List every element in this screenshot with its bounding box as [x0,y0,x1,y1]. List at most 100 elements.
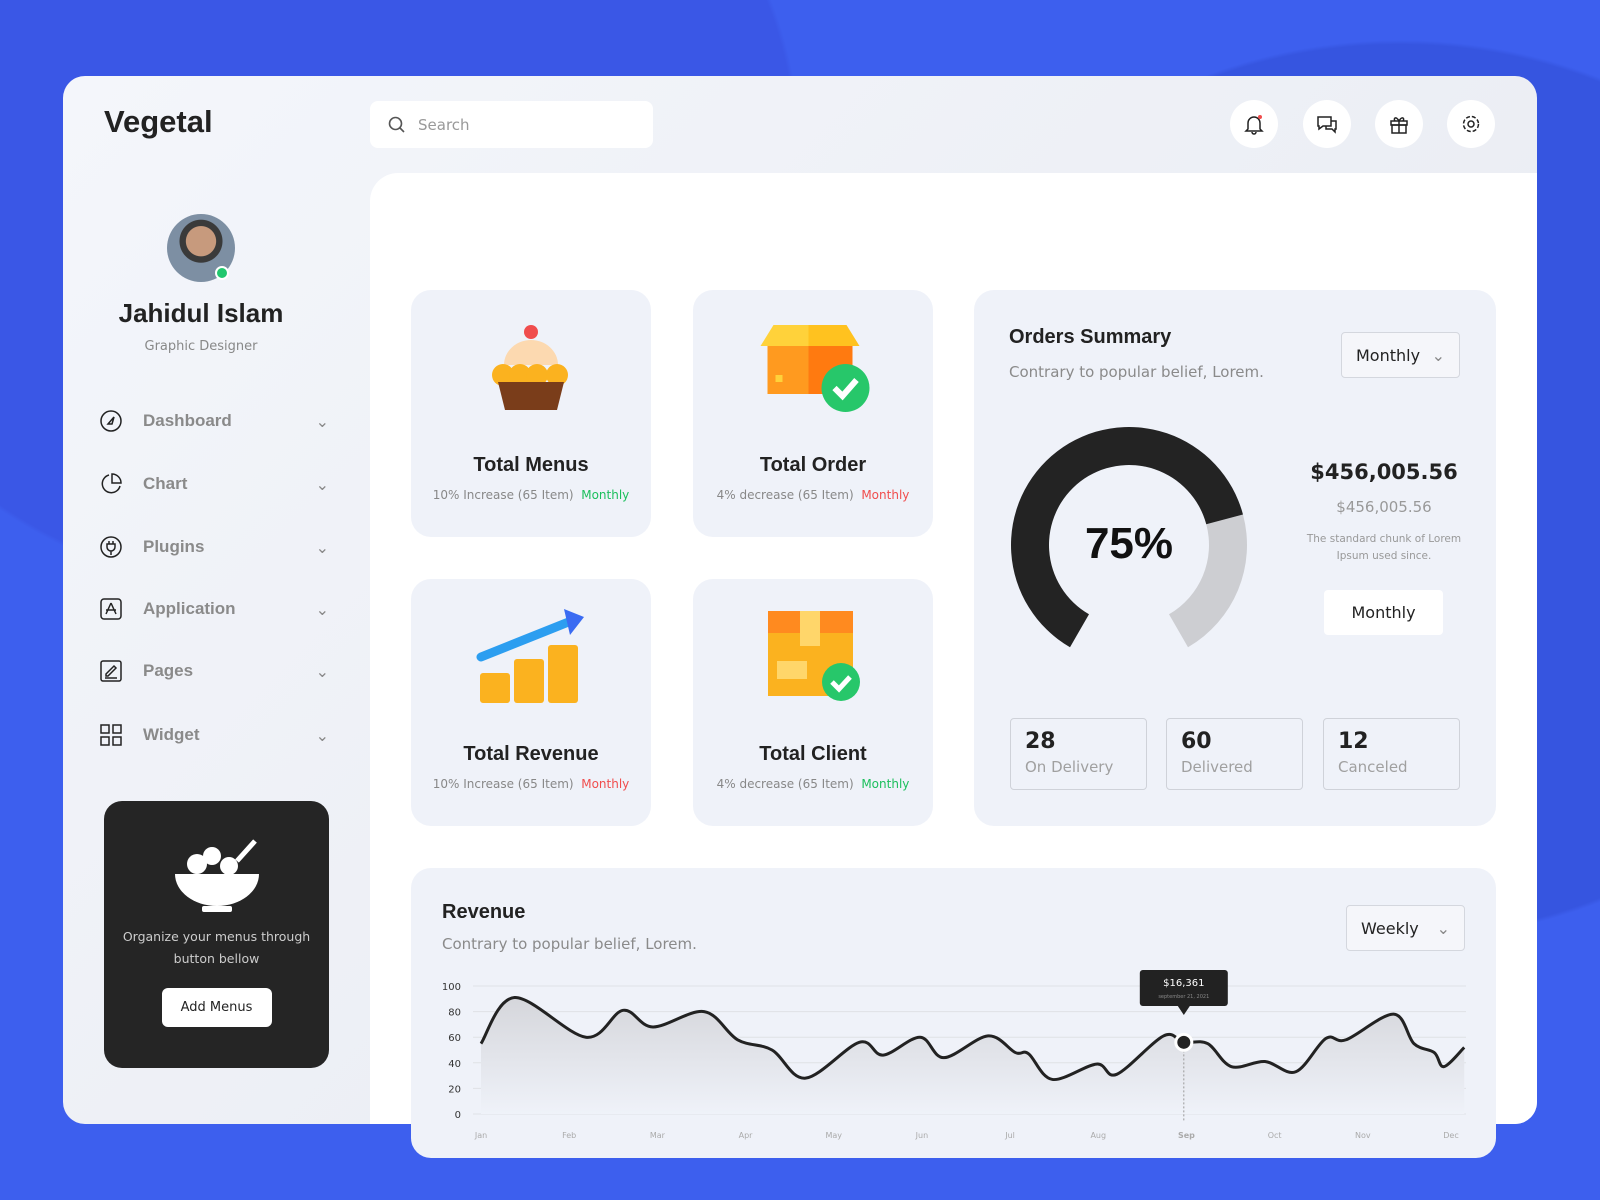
orders-period-select[interactable]: Monthly ⌄ [1341,332,1460,378]
x-tick-label: Jul [1004,1131,1015,1140]
chevron-down-icon: ⌄ [315,474,329,494]
x-tick-label: Dec [1443,1131,1458,1140]
revenue-line [479,996,1466,1081]
revenue-card: Revenue Contrary to popular belief, Lore… [411,868,1496,1158]
revenue-chart: 0 20 40 60 80 100 Jan Feb Mar Apr May Jun Jul Aug Sep O… [442,970,1466,1140]
x-tick-label: Oct [1268,1131,1282,1140]
sidebar-item-application[interactable]: Application ⌄ [99,592,329,626]
x-tick-label: Aug [1090,1131,1106,1140]
revenue-period-select[interactable]: Weekly ⌄ [1346,905,1465,951]
stat-desc: 4% decrease (65 Item) Monthly [716,777,910,791]
x-tick-label: Sep [1178,1131,1195,1140]
x-tick-label: Mar [650,1131,666,1140]
orders-amount-secondary: $456,005.56 [1336,498,1432,516]
orders-gauge: 75% [1011,427,1247,648]
stat-card-total-order[interactable]: Total Order 4% decrease (65 Item) Monthl… [693,290,933,537]
chevron-down-icon: ⌄ [315,599,329,619]
sidebar-item-pages[interactable]: Pages ⌄ [99,654,329,688]
gifts-button[interactable] [1375,100,1423,148]
stat-period: Monthly [861,777,910,791]
sidebar-item-widget[interactable]: Widget ⌄ [99,718,329,752]
pie-chart-icon [101,473,122,494]
online-status-dot [215,266,229,280]
stat-title: Total Order [759,454,867,476]
selected-value: Monthly [1356,345,1421,365]
promo-card: Organize your menus through button bello… [104,801,329,1068]
orders-amount: $456,005.56 [1310,460,1458,484]
y-tick-label: 80 [448,1008,461,1019]
package-check-icon [760,325,870,412]
app-icon [100,598,122,620]
client-box-icon [768,611,860,701]
user-name: Jahidul Islam [118,298,284,328]
add-menus-button[interactable]: Add Menus [161,988,272,1027]
y-tick-label: 100 [442,982,461,993]
stat-card-total-revenue[interactable]: Total Revenue 10% Increase (65 Item) Mon… [411,579,651,826]
chevron-down-icon: ⌄ [1436,918,1450,938]
y-tick-label: 40 [448,1059,461,1070]
sidebar-item-label: Plugins [143,537,205,556]
sidebar-item-chart[interactable]: Chart ⌄ [99,467,329,501]
gauge-progress-arc [1011,427,1243,648]
orders-monthly-button[interactable]: Monthly [1324,590,1443,635]
chevron-down-icon: ⌄ [1431,345,1445,365]
bell-icon [1244,115,1264,135]
main-content: Total Menus 10% Increase (65 Item) Month… [370,173,1537,1158]
y-tick-label: 0 [455,1110,461,1121]
y-tick-label: 20 [448,1084,461,1095]
edit-page-icon [100,660,122,682]
tooltip-value: $16,361 [1163,978,1204,989]
stat-desc: 4% decrease (65 Item) Monthly [716,488,910,502]
x-tick-label: Jan [474,1131,487,1140]
user-role: Graphic Designer [144,339,258,354]
notifications-button[interactable] [1230,100,1278,148]
cupcake-icon [492,325,568,410]
sidebar-item-label: Dashboard [143,411,232,430]
highlight-point[interactable] [1174,1032,1194,1052]
stat-period: Monthly [581,777,630,791]
x-tick-label: Apr [739,1131,754,1140]
gauge-icon [100,410,122,432]
selected-value: Weekly [1361,918,1419,938]
gift-icon [1390,117,1408,134]
sidebar-item-label: Chart [143,474,188,493]
plug-icon [100,536,122,558]
count-delivered: 60 Delivered [1166,718,1303,790]
stat-title: Total Revenue [463,743,599,765]
revenue-subtitle: Contrary to popular belief, Lorem. [442,935,697,953]
app-window: Vegetal Search Jahidul Islam Graphic Des… [63,76,1537,1158]
gear-icon [1462,115,1480,133]
x-tick-label: Feb [562,1131,576,1140]
x-tick-label: Jun [915,1131,929,1140]
tooltip-date: september 21, 2021 [1158,994,1209,1000]
chevron-down-icon: ⌄ [315,537,329,557]
stat-card-total-client[interactable]: Total Client 4% decrease (65 Item) Month… [693,579,933,826]
stat-period: Monthly [861,488,910,502]
promo-text: Organize your menus through button bello… [122,929,311,966]
orders-subtitle: Contrary to popular belief, Lorem. [1009,363,1264,381]
sidebar-item-dashboard[interactable]: Dashboard ⌄ [99,404,329,438]
orders-title: Orders Summary [1009,326,1172,348]
search-icon [388,116,405,133]
stat-title: Total Menus [473,454,589,476]
sidebar-item-label: Application [143,599,236,618]
gauge-percent-label: 75% [1085,519,1173,568]
sidebar-item-plugins[interactable]: Plugins ⌄ [99,530,329,564]
orders-note: The standard chunk of Lorem Ipsum used s… [1306,533,1462,562]
stat-title: Total Client [759,743,867,765]
stat-card-total-menus[interactable]: Total Menus 10% Increase (65 Item) Month… [411,290,651,537]
y-tick-label: 60 [448,1033,461,1044]
search-input[interactable]: Search [370,101,653,148]
x-tick-label: Nov [1355,1131,1371,1140]
salad-bowl-icon [174,839,259,912]
count-on-delivery: 28 On Delivery [1010,718,1147,790]
settings-button[interactable] [1447,100,1495,148]
messages-button[interactable] [1303,100,1351,148]
sidebar-item-label: Pages [143,661,194,680]
revenue-growth-icon [476,609,584,703]
stat-period: Monthly [581,488,630,502]
sidebar-item-label: Widget [143,725,200,744]
chevron-down-icon: ⌄ [315,725,329,745]
orders-summary-card: Orders Summary Contrary to popular belie… [974,290,1496,826]
chevron-down-icon: ⌄ [315,661,329,681]
